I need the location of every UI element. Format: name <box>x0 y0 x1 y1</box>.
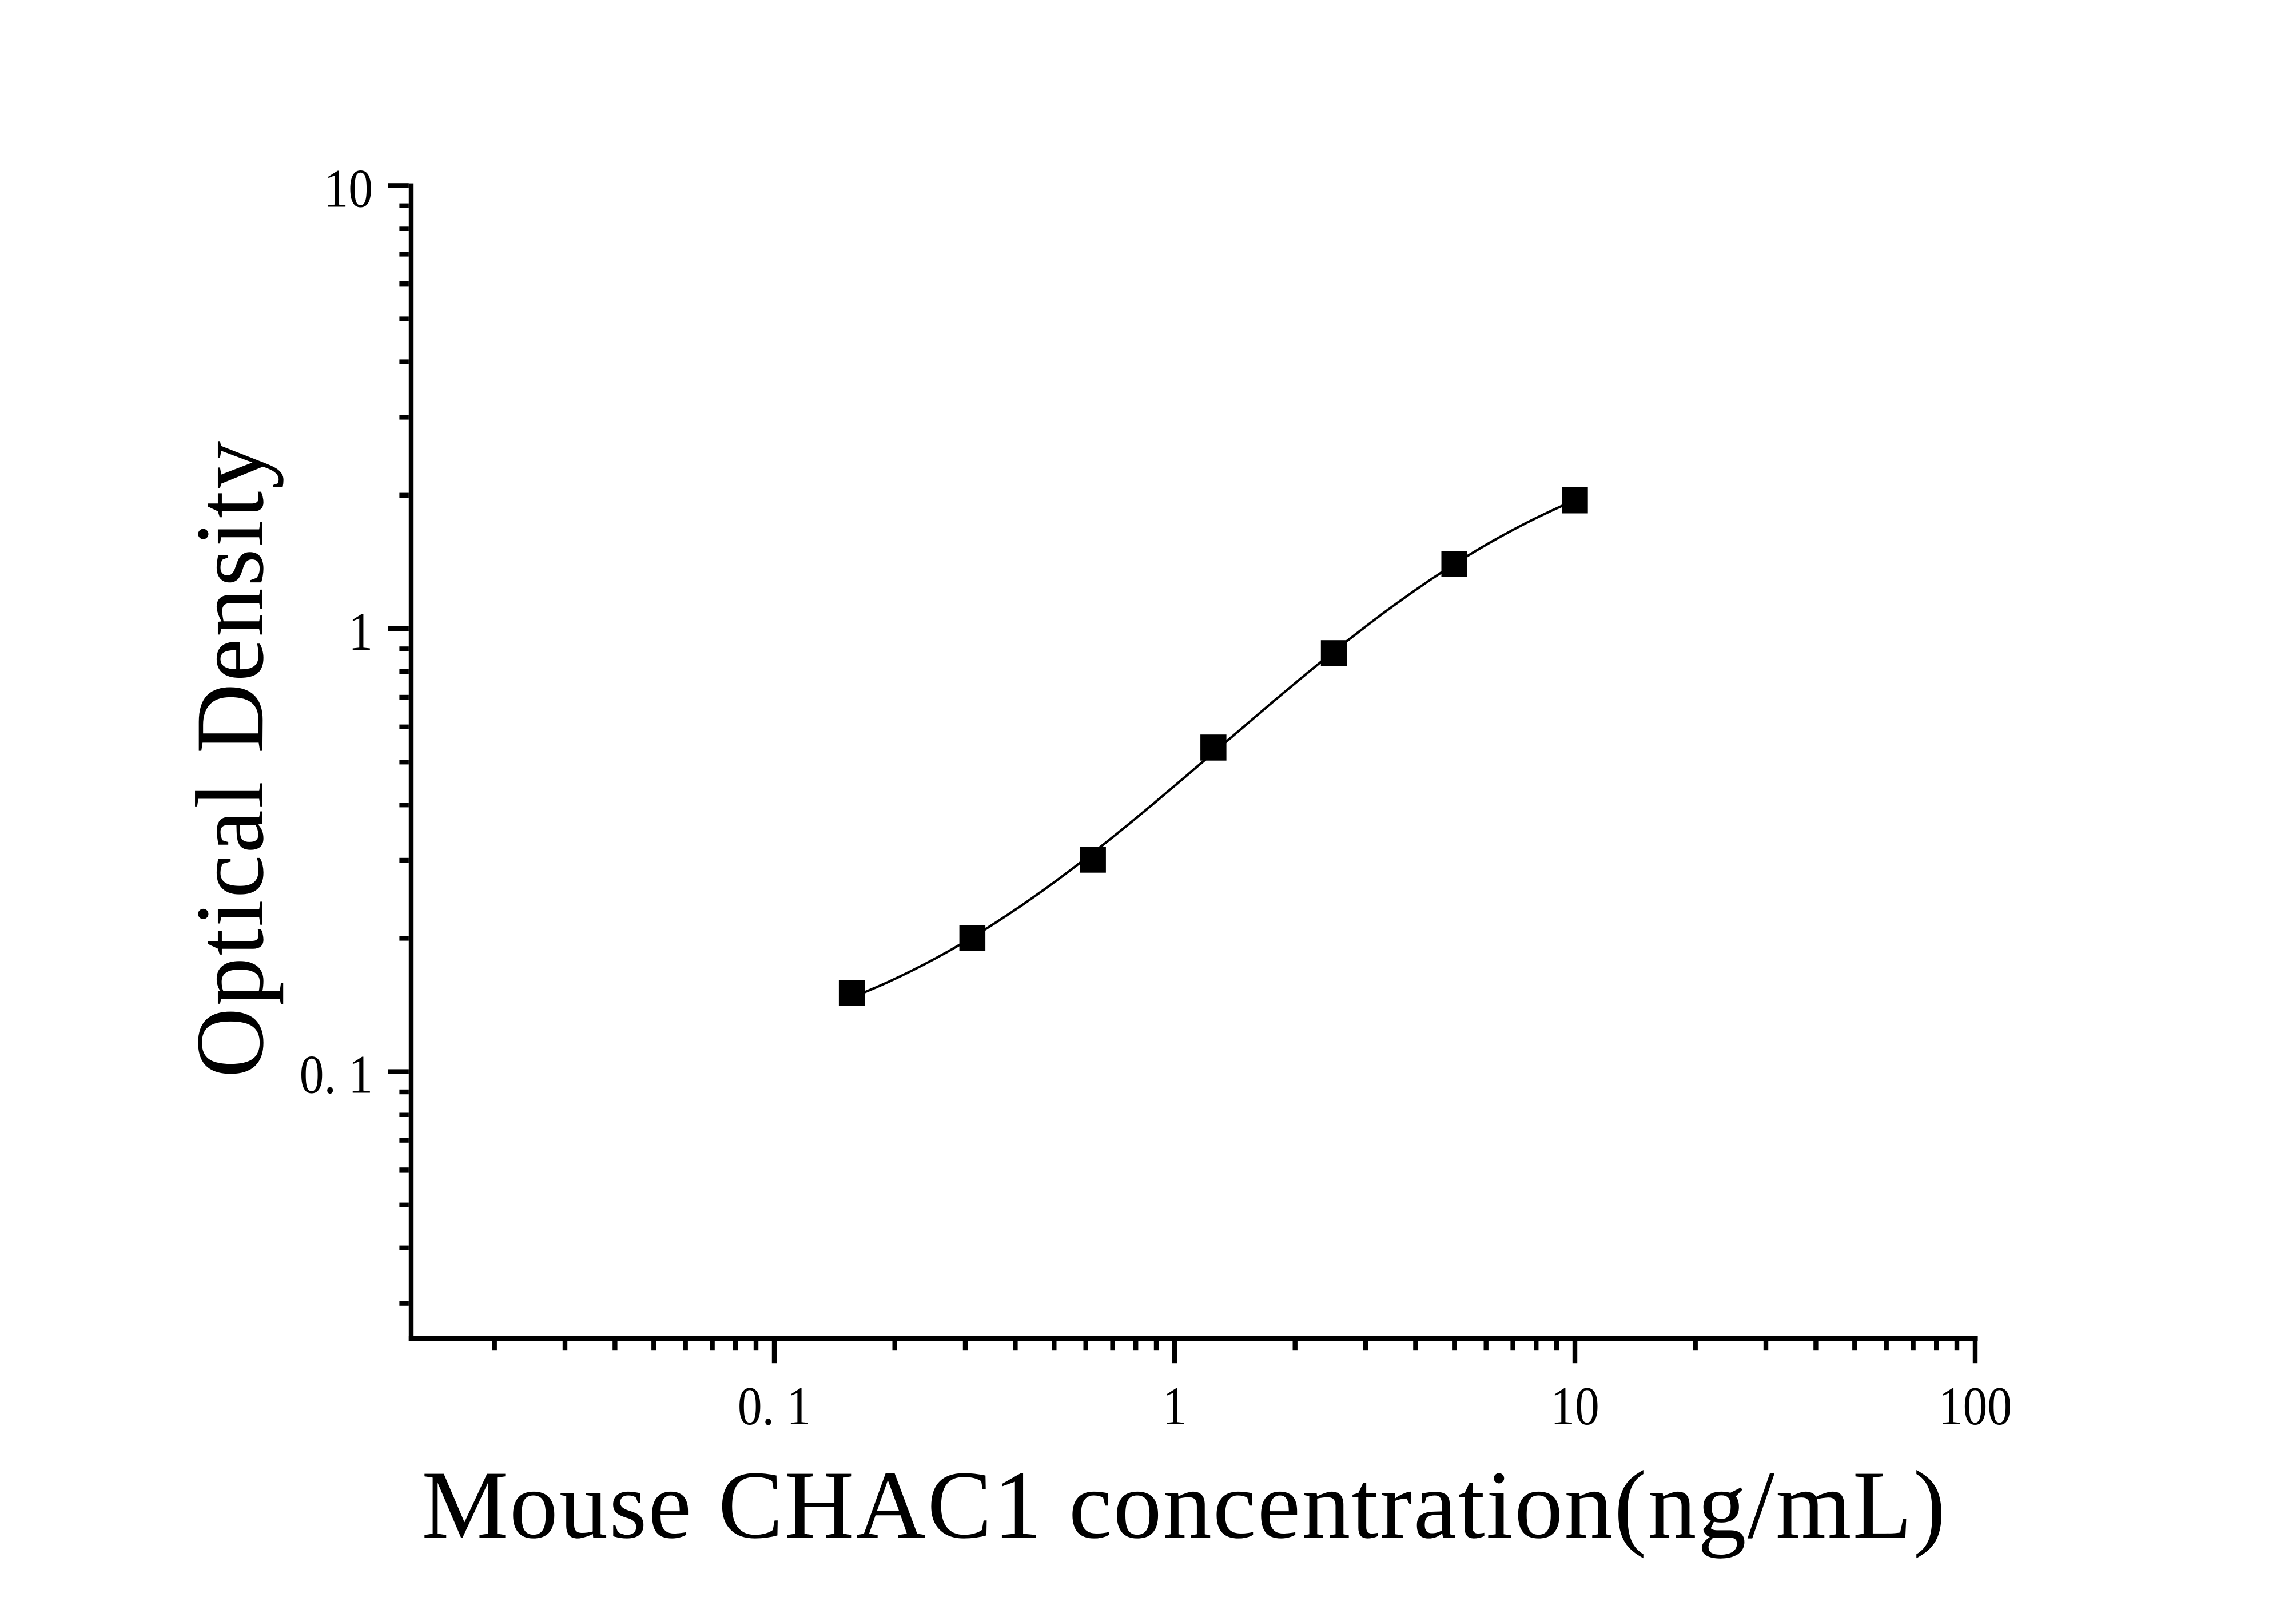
svg-text:10: 10 <box>1550 1376 1599 1436</box>
svg-text:0. 1: 0. 1 <box>300 1044 373 1105</box>
svg-text:100: 100 <box>1939 1376 2012 1436</box>
svg-text:1: 1 <box>348 601 373 662</box>
svg-text:Optical Density: Optical Density <box>176 439 284 1078</box>
svg-text:0. 1: 0. 1 <box>738 1376 811 1436</box>
svg-text:Mouse CHAC1 concentration(ng/m: Mouse CHAC1 concentration(ng/mL) <box>421 1451 1947 1559</box>
svg-text:10: 10 <box>324 158 373 218</box>
svg-text:1: 1 <box>1163 1376 1187 1436</box>
